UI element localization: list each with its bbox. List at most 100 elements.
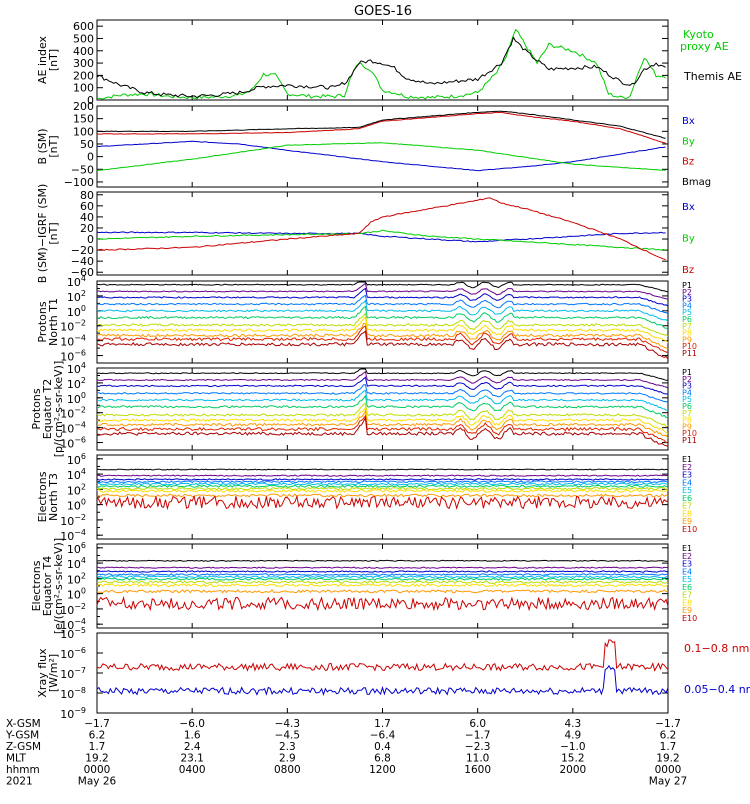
legend-p3: P3 (682, 295, 692, 304)
series-line-e4 (96, 573, 669, 576)
series-line-p7 (96, 312, 669, 337)
y-axis-label: North T3 (47, 473, 60, 521)
legend-p2: P2 (682, 375, 692, 384)
y-tick-label: 60 (80, 200, 94, 213)
y-axis-label: [nT] (47, 222, 60, 244)
y-tick-label: 300 (73, 57, 94, 70)
y-axis-label: Equator T4 (41, 556, 54, 616)
x-axis-value: −2.3 (465, 741, 491, 753)
x-axis-value: −6.0 (179, 718, 205, 730)
y-tick-label: 400 (73, 45, 94, 58)
y-tick-label: 100 (67, 304, 86, 319)
y-axis-label: AE index (36, 35, 49, 84)
series-line-p1 (96, 368, 668, 381)
series-line-p3 (96, 376, 669, 395)
y-tick-label: 100 (73, 82, 94, 95)
legend-e9: E9 (682, 606, 692, 615)
panel-frame (96, 191, 669, 276)
y-tick-label: 100 (67, 498, 86, 513)
series-line-p6 (96, 394, 669, 419)
series-line-e2 (97, 566, 669, 569)
x-axis-value: 11.0 (466, 753, 489, 765)
series-line-e1 (96, 559, 669, 562)
x-axis-value: 4.9 (564, 730, 581, 742)
x-axis-value: 2000 (559, 764, 586, 776)
y-tick-label: 80 (80, 189, 94, 202)
legend-p5: P5 (682, 395, 692, 404)
series-line-e6 (96, 484, 669, 488)
series-line-by (96, 229, 666, 251)
y-axis-label: [nT] (47, 135, 60, 157)
x-axis-value: 4.3 (564, 718, 581, 730)
y-tick-label: 100 (73, 125, 94, 138)
series-line-e8 (96, 488, 669, 493)
panel-frame (96, 19, 669, 101)
series-line-p3 (96, 287, 669, 307)
series-line-p11 (96, 416, 669, 447)
legend-e5: E5 (682, 486, 692, 495)
legend-p1: P1 (682, 368, 692, 377)
x-axis-value: 2.4 (184, 741, 201, 753)
y-tick-label: 10−6 (60, 646, 86, 661)
legend-p7: P7 (682, 409, 692, 418)
y-axis-label: [nT] (47, 49, 60, 71)
y-tick-label: 10−4 (60, 334, 86, 349)
y-tick-label: 20 (80, 222, 94, 235)
series-line-p8 (96, 315, 669, 344)
series-line-bx (96, 140, 666, 172)
series-line-p9 (96, 322, 669, 350)
series-line-p10 (96, 414, 669, 444)
series-line-e7 (96, 580, 669, 585)
legend-p4: P4 (682, 388, 692, 397)
series-line-p7 (96, 402, 669, 428)
legend-p6: P6 (682, 402, 692, 411)
y-tick-label: 200 (73, 100, 94, 113)
y-tick-label: 104 (67, 361, 86, 376)
x-axis-value: 2.9 (279, 753, 296, 765)
series-line-e10 (96, 494, 669, 511)
legend-p6: P6 (682, 315, 692, 324)
legend-xray-long: 0.1−0.8 nm (684, 642, 749, 655)
x-axis-value: 1.7 (660, 741, 677, 753)
legend-e7: E7 (682, 502, 692, 511)
x-axis-row-label: MLT (6, 753, 26, 765)
legend-e4: E4 (682, 567, 692, 576)
series-line-bz (96, 111, 666, 144)
legend-p8: P8 (682, 416, 692, 425)
series-line-p4 (97, 384, 669, 404)
legend-p10: P10 (682, 342, 697, 351)
legend-by: By (682, 136, 695, 147)
x-axis-value: −1.7 (465, 730, 491, 742)
panel-frame (96, 105, 669, 188)
y-tick-label: −40 (71, 255, 94, 268)
x-axis-value: 0000 (655, 764, 682, 776)
x-axis-value: −1.7 (655, 718, 681, 730)
legend-p5: P5 (682, 308, 692, 317)
legend-p9: P9 (682, 335, 692, 344)
y-tick-label: 10−7 (60, 666, 86, 681)
series-line-p8 (96, 406, 669, 434)
y-tick-label: 102 (67, 482, 86, 497)
y-axis-label: Electrons (36, 471, 49, 522)
y-tick-label: 10−8 (60, 686, 86, 701)
series-line-0-1-0-8-nm (96, 639, 669, 672)
legend-p7: P7 (682, 322, 692, 331)
y-axis-label: Protons (36, 301, 49, 342)
panel-frame (96, 543, 669, 629)
y-tick-label: 104 (67, 467, 86, 482)
y-tick-label: 150 (73, 113, 94, 126)
series-line-bmag (96, 110, 666, 139)
x-axis-row-label: hhmm (6, 764, 40, 776)
legend-bmag: Bmag (682, 177, 711, 188)
x-axis-value: 0400 (179, 764, 206, 776)
series-line-p2 (96, 370, 669, 389)
y-tick-label: −100 (64, 176, 94, 189)
x-axis-value: 6.8 (374, 753, 391, 765)
y-axis-label: [p/(cm²-s-sr-keV)] (52, 361, 65, 458)
y-axis-label: [e/(cm²-s-sr-keV)] (52, 538, 65, 634)
legend-by: By (682, 234, 695, 245)
series-line-kyoto (96, 28, 666, 100)
x-axis-value: 6.0 (469, 718, 486, 730)
